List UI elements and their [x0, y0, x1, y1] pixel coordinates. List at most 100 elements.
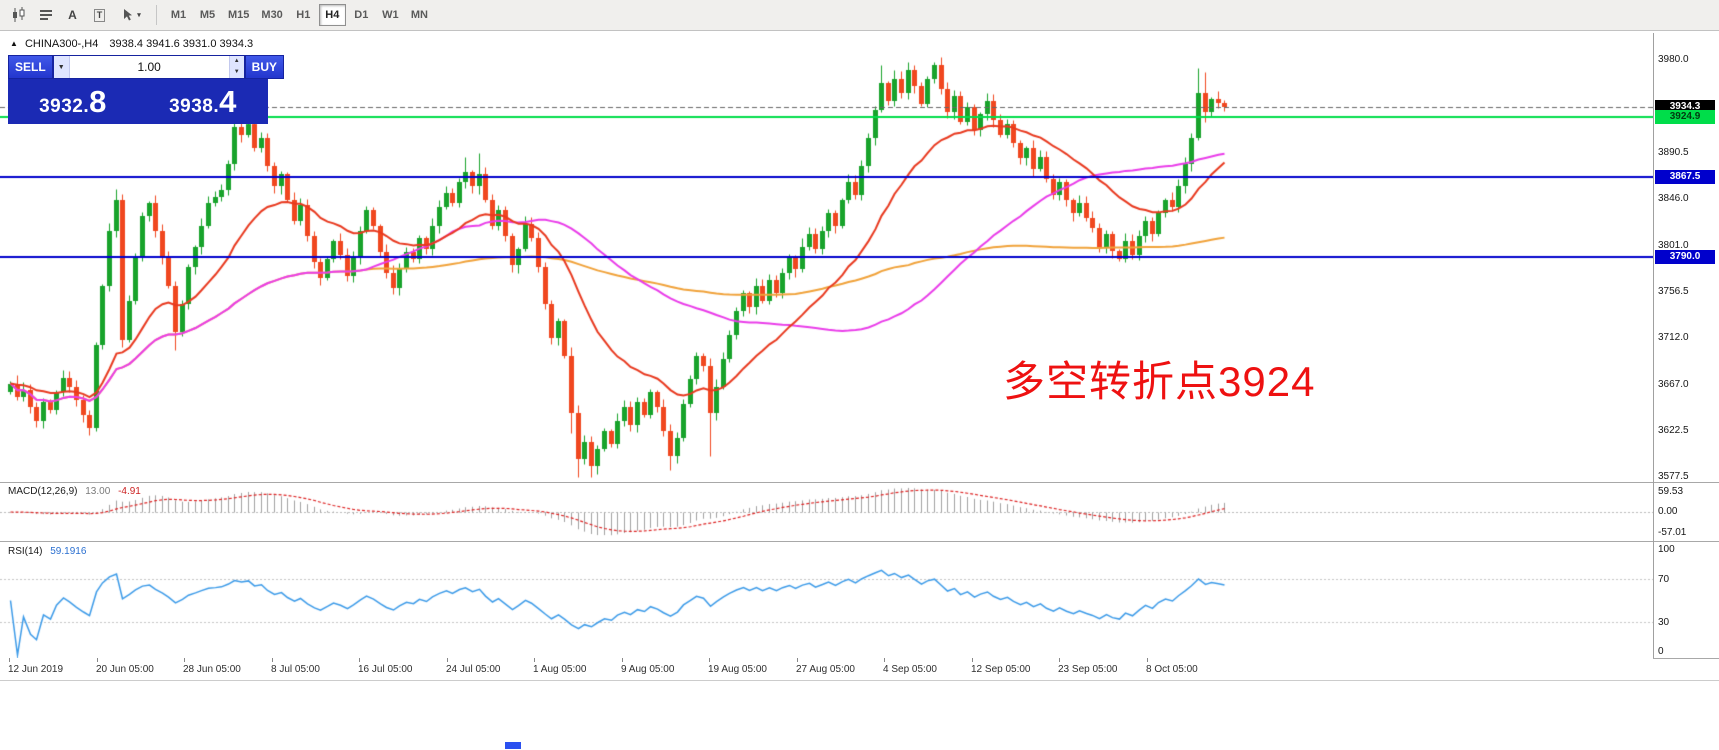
timeframe-button-h4[interactable]: H4 [318, 4, 346, 26]
one-click-trading-panel: SELL ▼ ▲ ▼ BUY 3932.8 3938.4 [8, 55, 285, 124]
timeframe-button-mn[interactable]: MN [406, 4, 433, 26]
price-scale-label: 3712.0 [1658, 332, 1689, 343]
time-axis-tick [359, 658, 360, 662]
time-axis-label: 27 Aug 05:00 [796, 664, 855, 675]
macd-signal-value: -4.91 [118, 486, 141, 497]
price-scale-separator [1653, 33, 1654, 658]
time-axis-tick [884, 658, 885, 662]
time-axis-tick [184, 658, 185, 662]
time-axis-label: 28 Jun 05:00 [183, 664, 241, 675]
ohlc-values: 3938.4 3941.6 3931.0 3934.3 [109, 38, 254, 50]
time-axis-tick [972, 658, 973, 662]
rsi-label: RSI(14) 59.1916 [8, 546, 87, 557]
text-annotation-button[interactable]: A [60, 3, 85, 27]
volume-increase-button[interactable]: ▲ [228, 56, 244, 67]
timeframe-button-w1[interactable]: W1 [377, 4, 404, 26]
timeframe-button-m30[interactable]: M30 [256, 4, 287, 26]
time-axis-label: 12 Jun 2019 [8, 664, 64, 675]
time-axis-tick [709, 658, 710, 662]
rsi-scale-label: 30 [1658, 617, 1670, 628]
indicator-list-icon[interactable] [33, 3, 58, 27]
volume-input[interactable] [69, 56, 229, 78]
rsi-panel-divider[interactable] [0, 541, 1719, 542]
taskbar-fragment [505, 742, 521, 749]
time-axis-label: 1 Aug 05:00 [533, 664, 587, 675]
bottom-strip [0, 681, 1719, 750]
volume-spinner: ▲ ▼ [228, 56, 244, 78]
price-badge: 3790.0 [1655, 250, 1715, 264]
time-axis-tick [1147, 658, 1148, 662]
volume-dropdown-button[interactable]: ▼ [53, 56, 70, 78]
bottom-divider [0, 680, 1719, 681]
time-axis-label: 16 Jul 05:00 [358, 664, 413, 675]
macd-panel-divider[interactable] [0, 482, 1719, 483]
macd-main-value: 13.00 [85, 486, 111, 497]
price-scale-label: 3622.5 [1658, 425, 1689, 436]
macd-scale-label: 59.53 [1658, 486, 1684, 497]
buy-price: 3938.4 [169, 83, 237, 119]
chevron-down-icon: ▾ [137, 12, 141, 19]
time-axis-tick [1059, 658, 1060, 662]
annotation-text: 多空转折点3924 [1003, 358, 1316, 405]
rsi-value: 59.1916 [50, 546, 87, 557]
timeframe-button-h1[interactable]: H1 [290, 4, 317, 26]
macd-panel-canvas[interactable] [0, 484, 1653, 540]
sell-button[interactable]: SELL [8, 55, 53, 79]
time-axis-label: 24 Jul 05:00 [446, 664, 501, 675]
time-axis-tick [9, 658, 10, 662]
price-scale-label: 3846.0 [1658, 193, 1689, 204]
time-axis-label: 19 Aug 05:00 [708, 664, 767, 675]
price-badge: 3924.9 [1655, 110, 1715, 124]
time-axis-label: 23 Sep 05:00 [1058, 664, 1118, 675]
time-axis-label: 12 Sep 05:00 [971, 664, 1031, 675]
price-scale-label: 3577.5 [1658, 471, 1689, 482]
volume-control: ▼ ▲ ▼ [52, 55, 245, 79]
draw-tools-button[interactable]: ▾ [114, 3, 148, 27]
letter-a-icon: A [68, 8, 77, 22]
time-axis-tick [97, 658, 98, 662]
price-scale: 3980.0 3890.5 3846.0 3801.0 3756.5 3712.0 3667… [1655, 0, 1719, 682]
timeframe-button-m5[interactable]: M5 [194, 4, 221, 26]
timeframe-button-d1[interactable]: D1 [348, 4, 375, 26]
time-axis-label: 8 Oct 05:00 [1146, 664, 1198, 675]
rsi-scale-label: 100 [1658, 544, 1675, 555]
price-scale-label: 3756.5 [1658, 286, 1689, 297]
price-scale-label: 3667.0 [1658, 379, 1689, 390]
price-scale-label: 3980.0 [1658, 54, 1689, 65]
chart-candlestick-icon[interactable] [6, 3, 31, 27]
price-scale-label: 3890.5 [1658, 147, 1689, 158]
price-chart-canvas[interactable] [0, 33, 1653, 481]
time-axis: 12 Jun 2019 20 Jun 05:00 28 Jun 05:00 8 Jul… [0, 658, 1653, 680]
rsi-scale-label: 70 [1658, 574, 1670, 585]
timeframe-button-m15[interactable]: M15 [223, 4, 254, 26]
symbol-period-label: CHINA300-,H4 [24, 38, 99, 50]
macd-scale-label: -57.01 [1658, 527, 1687, 538]
time-axis-label: 20 Jun 05:00 [96, 664, 154, 675]
time-axis-label: 4 Sep 05:00 [883, 664, 937, 675]
sell-price: 3932.8 [39, 83, 107, 119]
buy-button[interactable]: BUY [244, 55, 285, 79]
trade-panel-toggle-icon[interactable]: ▲ [10, 39, 18, 48]
timeframe-button-m1[interactable]: M1 [165, 4, 192, 26]
rsi-panel-canvas[interactable] [0, 543, 1653, 658]
time-axis-tick [622, 658, 623, 662]
volume-decrease-button[interactable]: ▼ [228, 67, 244, 78]
price-scale-label: 3801.0 [1658, 240, 1689, 251]
price-badge: 3867.5 [1655, 170, 1715, 184]
rsi-scale-label: 0 [1658, 646, 1664, 657]
time-axis-tick [272, 658, 273, 662]
time-axis-label: 8 Jul 05:00 [271, 664, 320, 675]
time-axis-tick [797, 658, 798, 662]
toolbar-separator [156, 5, 157, 25]
time-axis-tick [534, 658, 535, 662]
cursor-icon [124, 9, 133, 21]
macd-scale-label: 0.00 [1658, 506, 1678, 517]
time-axis-tick [447, 658, 448, 662]
chart-title: ▲ CHINA300-,H4 3938.4 3941.6 3931.0 3934… [10, 38, 253, 50]
macd-label: MACD(12,26,9) 13.00 -4.91 [8, 486, 141, 497]
time-axis-label: 9 Aug 05:00 [621, 664, 675, 675]
text-box-button[interactable]: T [87, 3, 112, 27]
toolbar: A T ▾ M1 M5 M15 M30 H1 H4 D1 W1 MN [0, 0, 1719, 31]
letter-t-icon: T [93, 8, 106, 22]
